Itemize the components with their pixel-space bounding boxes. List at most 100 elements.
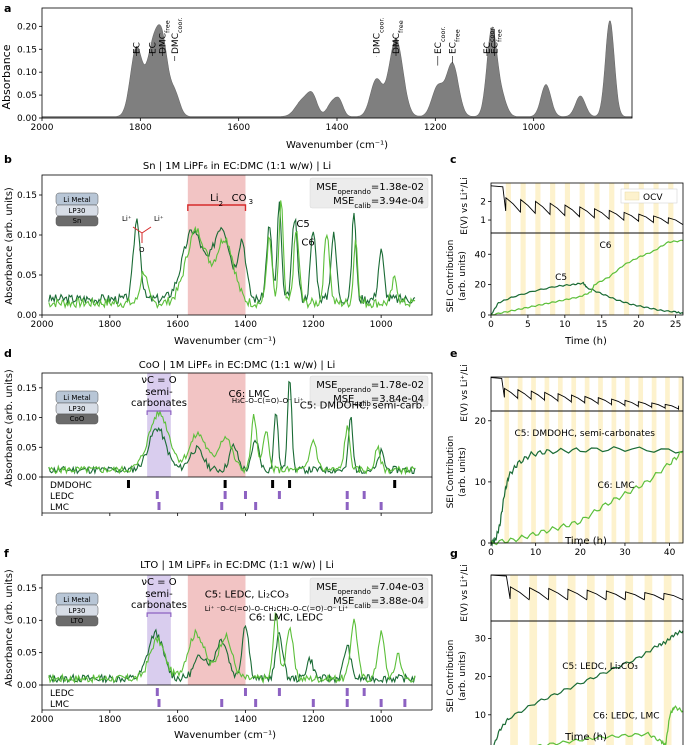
x-tick-label: 20 xyxy=(575,548,587,558)
voltage-trace xyxy=(490,574,684,601)
y-tick-label: 0.10 xyxy=(17,231,37,241)
series-label: C6: LMC, LEDC xyxy=(249,612,323,623)
ocv-stripe xyxy=(665,377,670,543)
wavenumber-label: Wavenumber (cm⁻¹) xyxy=(174,730,276,741)
cell-layer-label: Sn xyxy=(73,217,82,225)
ocv-stripe xyxy=(623,183,630,315)
sei-series xyxy=(493,629,684,745)
sei-series xyxy=(490,446,684,547)
structure-atom: O xyxy=(139,246,145,254)
reference-mark xyxy=(277,688,281,696)
ocv-stripe xyxy=(644,575,653,745)
reference-mark xyxy=(155,688,159,696)
wavenumber-label: Wavenumber (cm⁻¹) xyxy=(286,140,388,151)
panel-label-f: f xyxy=(4,547,9,560)
ocv-stripe xyxy=(624,377,630,543)
semi-carbonate-label-3: carbonates xyxy=(131,398,187,409)
ocv-stripe xyxy=(638,183,644,315)
reference-mark xyxy=(254,502,258,510)
panel-c: c E(V) vs Li⁺/Li SEI Contribution (arb. … xyxy=(446,153,684,347)
y-tick-label: 40 xyxy=(475,250,487,260)
x-tick-label: 1000 xyxy=(522,123,545,133)
structure-atom: Li⁺ xyxy=(122,215,132,223)
absorbance-arb-label: Absorbance (arb. units) xyxy=(4,569,15,687)
y-tick-label: 0.15 xyxy=(17,584,37,594)
ev-label: E(V) vs Li⁺/Li xyxy=(460,177,470,234)
cell-layer-label: Li Metal xyxy=(63,394,90,402)
x-tick-label: 1000 xyxy=(370,320,393,330)
series-c6 xyxy=(48,612,416,684)
sei-label-line1: SEI Contribution xyxy=(446,436,456,509)
mse-box xyxy=(309,375,429,407)
series-label: C6: LMC xyxy=(229,389,270,400)
y-tick-label: 0.05 xyxy=(17,271,37,281)
reference-mark xyxy=(362,688,366,696)
ocv-stripe xyxy=(557,377,563,543)
semi-carbonate-bracket xyxy=(146,612,172,617)
ocv-stripe xyxy=(587,575,595,745)
reference-mark xyxy=(362,491,366,499)
y-tick-label: 0.15 xyxy=(17,45,37,55)
reference-mark xyxy=(393,480,397,488)
ocv-stripe xyxy=(606,575,614,745)
panel-label-a: a xyxy=(4,2,11,15)
peak-annotation: DMCcoor. xyxy=(171,17,184,54)
cell-layer xyxy=(55,215,99,227)
semi-carbonate-band xyxy=(147,373,171,477)
y-tick-label: 0.10 xyxy=(17,68,37,78)
ocv-stripe xyxy=(678,377,683,543)
reference-mark xyxy=(243,688,247,696)
legend-swatch xyxy=(624,191,640,201)
panel-title-b: Sn | 1M LiPF₆ in EC:DMC (1:1 w/w) | Li xyxy=(143,161,331,172)
peak-annotation: ECcoor. xyxy=(483,26,496,54)
x-tick-label: 1800 xyxy=(98,715,121,725)
x-tick-label: 20 xyxy=(633,320,645,330)
ocv-stripe xyxy=(529,575,538,745)
x-tick-label: 30 xyxy=(619,548,631,558)
reference-mark xyxy=(155,491,159,499)
reference-row-label: LMC xyxy=(50,503,69,513)
wavenumber-label: Wavenumber (cm⁻¹) xyxy=(174,336,276,347)
panel-label-e: e xyxy=(450,347,457,360)
series-c6 xyxy=(48,200,416,310)
mse-calib: MSEcalib=3.94e-04 xyxy=(333,196,424,210)
y-tick-label: 0.05 xyxy=(17,91,37,101)
x-tick-label: 1200 xyxy=(302,715,325,725)
x-tick-label: 1600 xyxy=(227,123,250,133)
y-tick-label: 20 xyxy=(475,673,487,683)
reference-mark xyxy=(223,491,227,499)
cell-layer-label: LP30 xyxy=(68,607,85,615)
structure-bond xyxy=(132,226,143,234)
panel-g: g E(V) vs Li⁺/Li SEI Contribution (arb. … xyxy=(446,547,684,745)
peak-annotation: ECfree xyxy=(490,29,503,54)
panel-e: e E(V) vs Li⁺/Li SEI Contribution (arb. … xyxy=(446,347,684,558)
panel-f: f LTO | 1M LiPF₆ in EC:DMC (1:1 w/w) | L… xyxy=(4,547,433,741)
series-label: C5: LEDC, Li₂CO₃ xyxy=(205,590,289,601)
semi-carbonate-label-1: νC = O xyxy=(141,577,176,588)
voltage-trace xyxy=(490,185,684,226)
reference-mark xyxy=(403,699,407,707)
sei-frame xyxy=(490,410,684,544)
sei-series-label: C6 xyxy=(599,241,611,251)
reference-mark xyxy=(243,491,247,499)
cell-layer-label: LTO xyxy=(71,617,84,625)
reference-row-label: LEDC xyxy=(50,689,74,699)
cell-layer-label: Li Metal xyxy=(63,196,90,204)
ocv-stripe xyxy=(579,183,585,315)
panel-label-c: c xyxy=(450,153,457,166)
plot-area: 0.00 0.05 0.10 0.15 Li Metal LP30 CoO MSEoperan… xyxy=(17,372,433,516)
absorbance-area xyxy=(41,20,633,119)
legend-label: OCV xyxy=(643,193,663,203)
peak-annotation: EC xyxy=(149,42,159,54)
reference-mark xyxy=(271,480,275,488)
ev-label: E(V) vs Li⁺/Li xyxy=(460,364,470,421)
reference-mark xyxy=(157,699,161,707)
ocv-stripe xyxy=(653,183,659,315)
sei-series-label: C5: DMDOHC, semi-carbonates xyxy=(515,429,656,439)
y-tick-label: 10 xyxy=(475,711,487,721)
x-tick-label: 1800 xyxy=(98,320,121,330)
x-tick-label: 1400 xyxy=(234,320,257,330)
semi-carbonate-label-2: semi- xyxy=(145,387,173,398)
